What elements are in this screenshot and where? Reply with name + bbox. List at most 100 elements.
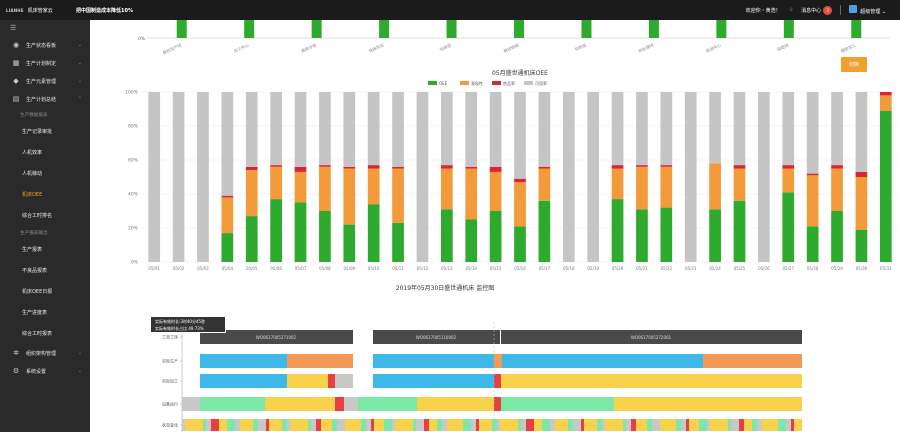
tooltip: 实际有效时长:3时40分45秒 实际有效时长占比:49.73% (150, 316, 226, 333)
legend-swatch (492, 81, 501, 85)
bar (446, 20, 457, 38)
stacked-bar-segment (660, 165, 673, 167)
submenu-item[interactable]: 综合工时排名 (22, 213, 53, 219)
stacked-bar-segment (636, 209, 648, 262)
submenu-item[interactable]: 人机稼动 (22, 171, 43, 177)
status-segment (681, 419, 686, 431)
x-tick-label: 05/02 (173, 266, 185, 271)
toggle-button[interactable]: 切换 (841, 57, 867, 72)
user-menu[interactable]: 超级管理 ⌄ (849, 5, 886, 15)
status-segment (248, 419, 253, 431)
sidebar-item-plan-make[interactable]: ▦ 生产计划制定 ⌄ (0, 54, 90, 72)
status-segment (694, 419, 699, 431)
status-segment (723, 419, 728, 431)
oee-chart: 05月盛世通机床OEE OEE 表现性 良品率 可用率 0% 20% 40% 60% 80% 100… (125, 69, 898, 271)
stacked-bar-segment (758, 92, 770, 262)
main-content: 0% 数控车产线 加工中心 磨床分组 铣床车间 钻床组 数控铣组 车削组 热处理线 检测中心 装配线… (90, 20, 900, 432)
stacked-bar-segment (855, 171, 868, 177)
status-segment (437, 419, 442, 431)
bar (514, 20, 524, 38)
x-tick-label: 05/20 (612, 266, 624, 271)
x-tick-label: 05/07 (295, 266, 307, 271)
status-segment (353, 419, 361, 431)
y-tick-label: 40% (128, 192, 139, 198)
sidebar-item-organization[interactable]: ✲ 组织架构管理 ⌄ (0, 344, 90, 362)
stacked-bar-segment (294, 92, 307, 167)
stacked-bar-segment (514, 182, 526, 227)
sidebar-item-settings[interactable]: ⚙ 系统设置 ⌄ (0, 362, 90, 380)
submenu-item[interactable]: 机床OEE日报 (22, 289, 53, 295)
status-segment (471, 419, 476, 431)
status-segment (560, 419, 563, 431)
work-order-label: WO0617005110002 (416, 335, 457, 340)
submenu-item[interactable]: 生产记录审批 (22, 129, 53, 135)
status-segment (550, 419, 555, 431)
x-tick-label: 05/01 (148, 266, 160, 271)
stacked-bar-segment (221, 195, 234, 198)
status-segment (573, 419, 581, 431)
submenu-item[interactable]: 人机效率 (22, 150, 43, 156)
timeline-segment (373, 374, 494, 388)
submenu-item[interactable]: 不良品报表 (22, 268, 48, 274)
stacked-bar-segment (806, 173, 819, 176)
stacked-bar-segment (636, 165, 648, 167)
status-segment (350, 419, 353, 431)
sidebar: ☰ ◉ 生产状态看板 ⌄ ▦ 生产计划制定 ⌄ ◆ 生产元素管理 ⌄ ▤ 生产计划总结 ⌃ 生产… (0, 20, 90, 432)
x-tick-label: 05/21 (636, 266, 648, 271)
submenu-item[interactable]: 综合工时报表 (22, 331, 53, 337)
y-tick-label: 60% (128, 158, 139, 164)
stacked-bar-segment (660, 92, 673, 166)
stacked-bar-segment (538, 168, 551, 201)
status-segment (240, 419, 245, 431)
status-segment (699, 419, 707, 431)
chevron-down-icon: ⌄ (77, 368, 82, 374)
x-tick-label: 05/04 (222, 266, 234, 271)
status-segment (752, 419, 757, 431)
x-tick-label: 05/13 (441, 266, 453, 271)
message-center-link[interactable]: 消息中心 3 (801, 5, 833, 15)
status-segment (636, 419, 644, 431)
sidebar-item-label: 生产计划制定 (26, 60, 57, 67)
row-label: 设备运行 (162, 401, 178, 407)
x-tick-label: 检测中心 (705, 41, 722, 53)
status-segment (479, 419, 487, 431)
status-segment (786, 419, 791, 431)
status-segment (731, 419, 739, 431)
x-tick-label: 05/30 (856, 266, 868, 271)
status-segment (269, 419, 274, 431)
status-segment (374, 419, 379, 431)
timeline-segment (501, 374, 802, 388)
x-tick-label: 05/23 (685, 266, 697, 271)
sidebar-item-plan-summary[interactable]: ▤ 生产计划总结 ⌃ (0, 90, 90, 108)
status-segment (597, 419, 602, 431)
status-segment (253, 419, 258, 431)
stacked-bar-segment (465, 92, 478, 167)
stacked-bar-segment (319, 211, 331, 262)
stacked-bar-segment (855, 92, 868, 172)
status-segment (757, 419, 762, 431)
status-segment (447, 419, 455, 431)
legend-label: 良品率 (503, 80, 515, 86)
submenu-item[interactable]: 生产报表 (22, 247, 43, 253)
stacked-bar-segment (489, 211, 502, 262)
menu-icon[interactable]: ☰ (10, 24, 17, 32)
status-segment (258, 419, 266, 431)
brand[interactable]: LIANHE 机床管家云 (0, 7, 70, 14)
diamond-icon: ◆ (13, 77, 19, 85)
stacked-bar-segment (709, 92, 721, 164)
sidebar-item-elements[interactable]: ◆ 生产元素管理 ⌄ (0, 72, 90, 90)
status-segment (298, 419, 303, 431)
submenu-item[interactable]: 生产进度表 (22, 310, 48, 316)
submenu-item-active[interactable]: 机床OEE (22, 192, 43, 198)
status-segment (505, 419, 510, 431)
stacked-bar-segment (465, 166, 478, 169)
status-segment (290, 419, 298, 431)
status-segment (770, 419, 773, 431)
bell-icon[interactable]: ♢ (788, 7, 794, 13)
org-icon: ✲ (13, 349, 19, 357)
sidebar-item-label: 系统设置 (26, 368, 47, 375)
row-label: 实际加工 (162, 378, 178, 384)
status-segment (618, 419, 623, 431)
timeline-segment (358, 397, 373, 411)
sidebar-item-status-board[interactable]: ◉ 生产状态看板 ⌄ (0, 36, 90, 54)
